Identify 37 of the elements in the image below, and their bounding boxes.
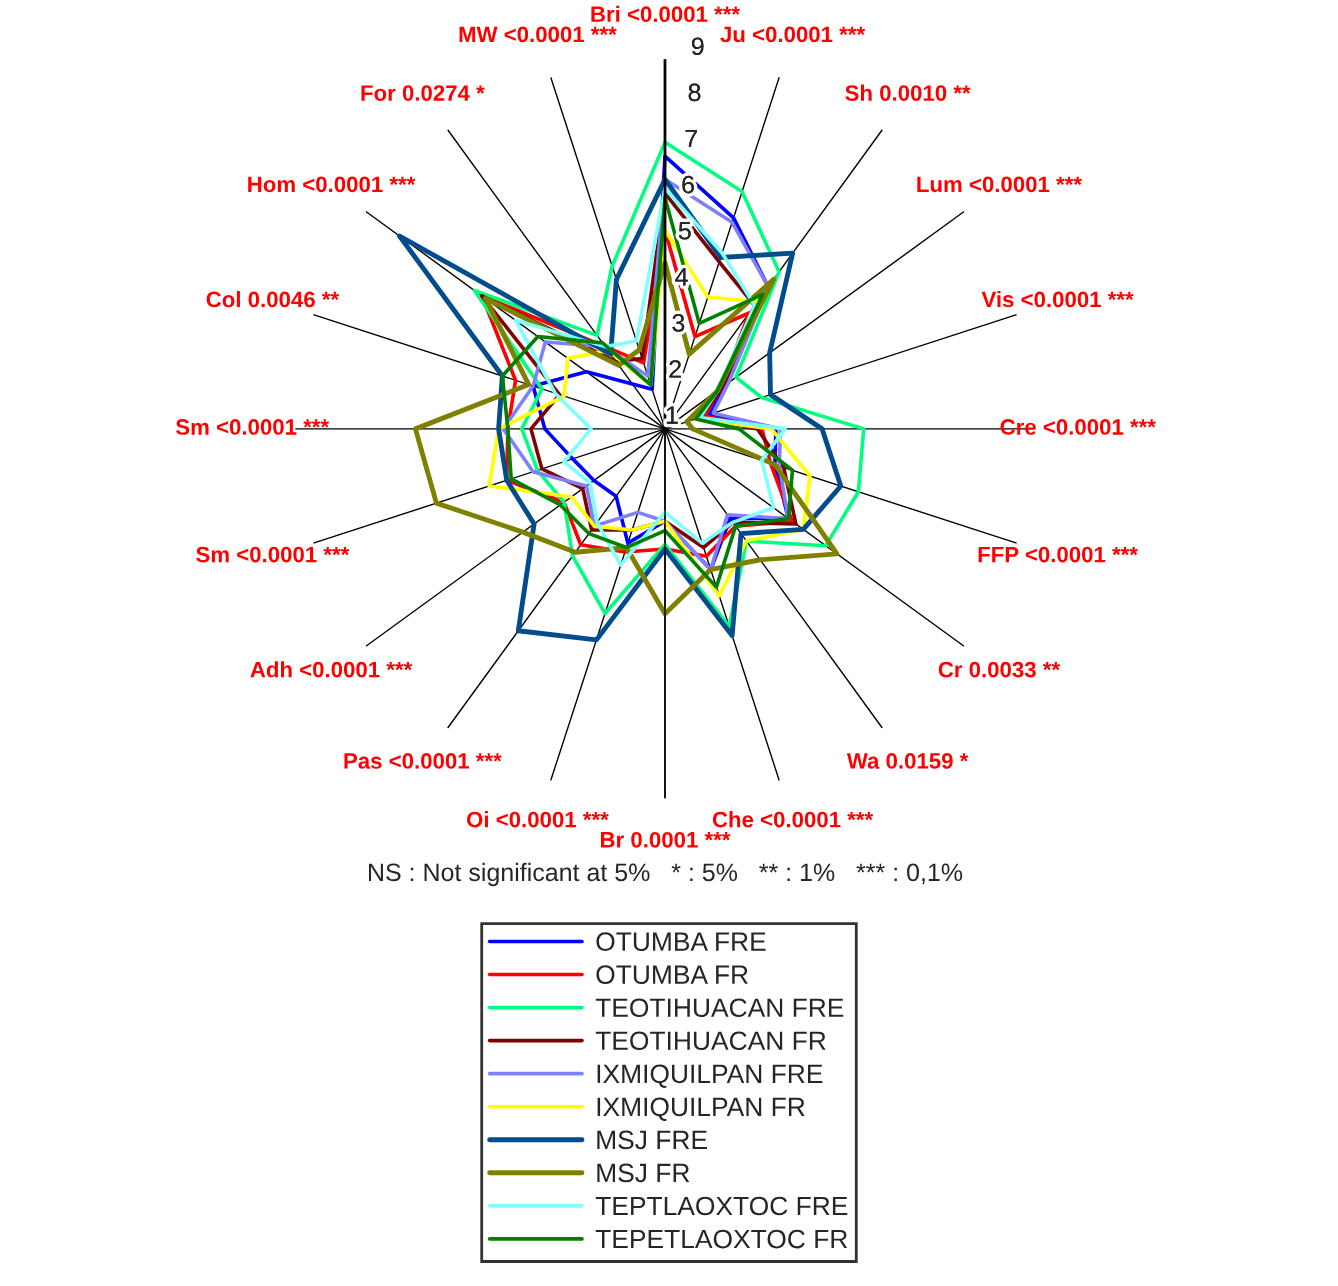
spoke-label: Hom <0.0001 *** (248, 176, 416, 193)
spoke-label: Br 0.0001 *** (600, 831, 731, 848)
legend-label: TEPTLAOXTOC FRE (595, 1196, 848, 1216)
legend-label: TEOTIHUACAN FR (595, 1031, 826, 1051)
legend-label: MSJ FRE (597, 1130, 707, 1150)
legend-label: MSJ FR (597, 1163, 690, 1183)
spoke-label: Ju <0.0001 *** (720, 26, 866, 43)
spoke-label: Pas <0.0001 *** (344, 753, 502, 769)
spoke-label: Bri <0.0001 *** (591, 5, 741, 23)
spoke-label: Cr 0.0033 ** (938, 661, 1061, 678)
spoke-label: Lum <0.0001 *** (917, 176, 1082, 193)
spoke-label: Che <0.0001 *** (712, 811, 874, 828)
y-tick-label: 4 (675, 268, 688, 286)
legend-label: OTUMBA FR (596, 965, 748, 985)
spoke-label: For 0.0274 * (361, 85, 485, 101)
y-tick-label: 5 (678, 222, 691, 240)
legend-label: TEPETLAOXTOC FR (595, 1229, 848, 1249)
legend-label: OTUMBA FRE (596, 932, 766, 951)
legend-label: TEOTIHUACAN FRE (595, 998, 844, 1018)
y-tick-label: 2 (669, 360, 681, 378)
spoke-label: FFP <0.0001 *** (978, 546, 1138, 563)
y-tick-label: 8 (688, 83, 701, 102)
spoke-label: Oi <0.0001 *** (467, 811, 609, 828)
text: NS : Not significant at 5% * : 5% ** : 1% *** : 0,1% (368, 862, 963, 887)
y-tick-label: 6 (682, 175, 694, 194)
legend-label: IXMIQUILPAN FRE (597, 1064, 823, 1088)
spoke-label: Wa 0.0159 * (846, 753, 969, 769)
spoke-label: Adh <0.0001 *** (250, 661, 413, 678)
spoke-label: Sm <0.0001 *** (175, 419, 330, 435)
legend-label: IXMIQUILPAN FR (597, 1097, 805, 1121)
y-tick-label: 9 (691, 37, 704, 56)
spoke-label: Sm <0.0001 *** (196, 546, 350, 563)
spoke-label: MW <0.0001 *** (459, 26, 617, 43)
spoke-label: Col 0.0046 ** (206, 290, 340, 308)
spoke-label: Sh 0.0010 ** (845, 84, 971, 101)
y-tick-label: 7 (685, 129, 697, 148)
spoke-label: Vis <0.0001 *** (981, 290, 1134, 308)
